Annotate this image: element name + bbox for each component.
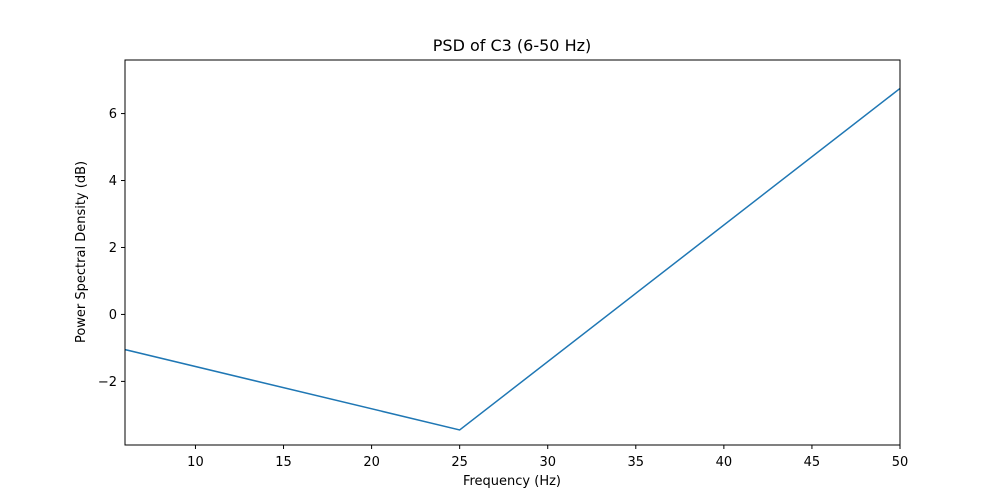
y-axis: −2 0 2 4 6 — [98, 107, 125, 390]
x-tick-label: 40 — [716, 455, 733, 470]
x-tick-label: 50 — [892, 455, 909, 470]
plot-frame — [124, 59, 901, 446]
y-tick-label: −2 — [98, 375, 117, 390]
y-tick-label: 2 — [109, 241, 117, 256]
y-tick-label: 0 — [109, 308, 117, 323]
x-tick-label: 35 — [628, 455, 645, 470]
x-tick-label: 25 — [451, 455, 468, 470]
chart-title: PSD of C3 (6-50 Hz) — [433, 36, 591, 55]
y-tick-label: 6 — [109, 107, 117, 122]
x-tick-label: 10 — [187, 455, 204, 470]
x-axis: 10 15 20 25 30 35 40 45 50 — [187, 445, 908, 470]
x-tick-label: 45 — [804, 455, 821, 470]
x-axis-label: Frequency (Hz) — [463, 474, 561, 489]
x-tick-label: 15 — [275, 455, 292, 470]
y-axis-label: Power Spectral Density (dB) — [74, 161, 89, 343]
x-tick-label: 30 — [539, 455, 556, 470]
x-tick-label: 20 — [363, 455, 380, 470]
y-tick-label: 4 — [109, 174, 117, 189]
series-line-0 — [124, 87, 901, 431]
plot-layer — [124, 87, 901, 431]
